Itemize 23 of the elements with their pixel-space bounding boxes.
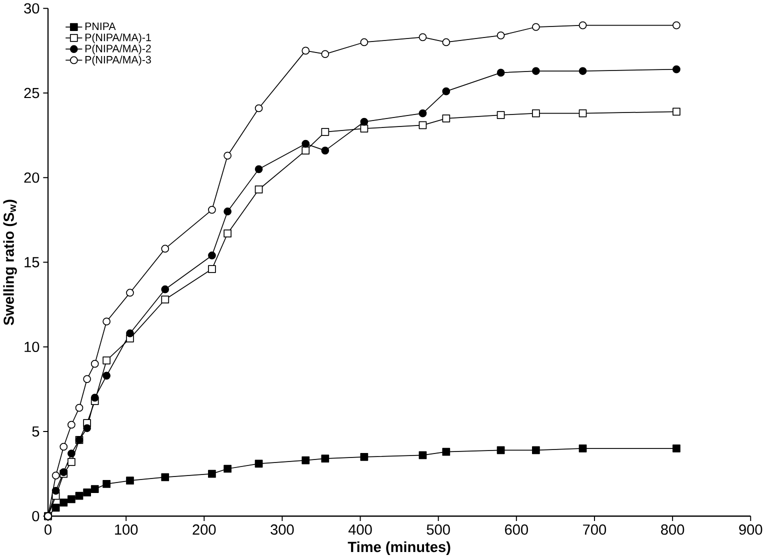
- x-tick-label: 300: [270, 524, 294, 535]
- legend-label: P(NIPA/MA)-1: [85, 33, 151, 44]
- x-tick-label: 800: [661, 524, 684, 535]
- y-tick-label: 15: [24, 257, 40, 268]
- legend-label: P(NIPA/MA)-2: [85, 44, 151, 54]
- legend-label: PNIPA: [85, 22, 116, 30]
- legend-label: P(NIPA/MA)-3: [85, 56, 151, 66]
- y-axis-title: Swelling ratio (S$_{w}$): [3, 200, 17, 326]
- x-tick-label: 600: [505, 524, 528, 535]
- x-tick-label: 100: [115, 524, 138, 535]
- x-tick-label: 0: [44, 524, 52, 535]
- x-tick-label: 700: [583, 524, 606, 535]
- x-tick-label: 400: [348, 524, 372, 535]
- y-tick-label: 10: [24, 342, 40, 352]
- x-tick-label: 900: [739, 524, 762, 535]
- y-tick-label: 0: [32, 510, 40, 522]
- x-axis-title: Time (minutes): [348, 541, 450, 555]
- y-tick-label: 5: [32, 426, 40, 436]
- x-tick-label: 500: [426, 524, 450, 535]
- y-tick-label: 25: [24, 88, 40, 98]
- x-tick-label: 200: [192, 524, 216, 535]
- y-tick-label: 20: [24, 172, 40, 183]
- y-tick-label: 30: [24, 3, 40, 14]
